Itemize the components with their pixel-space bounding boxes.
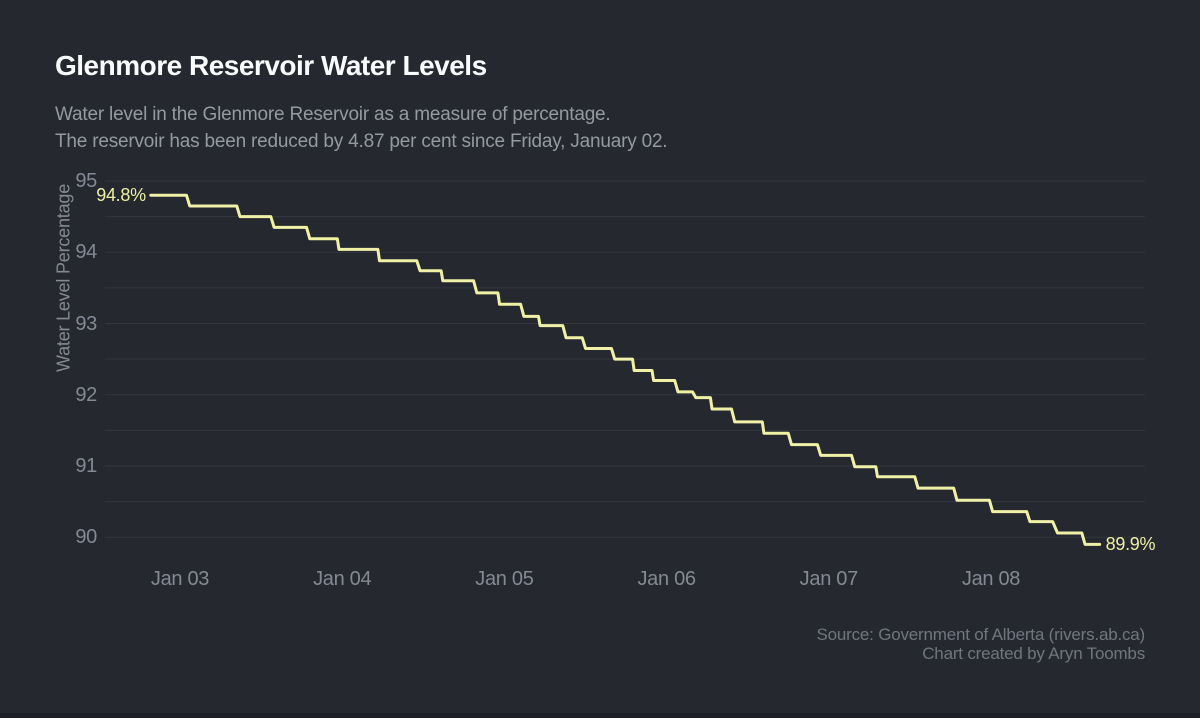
source-line: Source: Government of Alberta (rivers.ab… <box>816 625 1145 644</box>
x-tick-label-jan-04: Jan 04 <box>313 568 372 590</box>
source-credit-block: Source: Government of Alberta (rivers.ab… <box>816 625 1145 663</box>
subtitle-line-2: The reservoir has been reduced by 4.87 p… <box>55 131 668 152</box>
x-tick-label-jan-08: Jan 08 <box>961 568 1021 590</box>
chart-title: Glenmore Reservoir Water Levels <box>55 50 487 81</box>
subtitle-line-1: Water level in the Glenmore Reservoir as… <box>55 104 611 125</box>
water-level-line <box>149 193 1102 546</box>
y-tick-label-91: 91 <box>75 455 97 477</box>
bottom-edge-strip <box>0 713 1200 718</box>
start-value-label: 94.8% <box>96 185 146 206</box>
y-tick-label-94: 94 <box>75 241 97 264</box>
chart-subtitle: Water level in the Glenmore Reservoir as… <box>55 101 668 155</box>
credit-line: Chart created by Aryn Toombs <box>922 643 1145 663</box>
x-tick-label-jan-05: Jan 05 <box>475 568 534 590</box>
y-tick-label-92: 92 <box>75 383 97 406</box>
x-tick-label-jan-07: Jan 07 <box>799 568 859 590</box>
y-tick-label-95: 95 <box>75 170 97 192</box>
y-tick-label-90: 90 <box>75 526 97 549</box>
end-value-label: 89.9% <box>1105 534 1156 555</box>
y-tick-label-93: 93 <box>75 312 97 335</box>
x-tick-label-jan-03: Jan 03 <box>150 568 210 590</box>
x-tick-label-jan-06: Jan 06 <box>637 568 696 590</box>
